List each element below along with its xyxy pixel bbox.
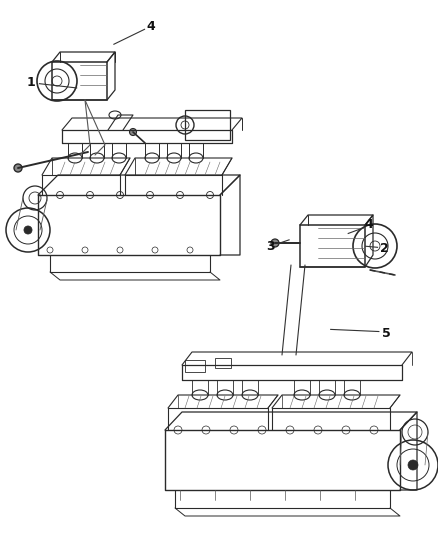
Circle shape (271, 239, 279, 247)
Bar (215, 358, 231, 368)
Bar (185, 360, 205, 372)
Circle shape (130, 128, 137, 135)
Circle shape (24, 226, 32, 234)
Text: 4: 4 (364, 219, 373, 231)
Text: 4: 4 (147, 20, 155, 33)
Bar (300, 225, 365, 267)
Bar (185, 110, 230, 140)
Circle shape (408, 460, 418, 470)
Text: 2: 2 (380, 243, 389, 255)
Text: 5: 5 (382, 327, 391, 340)
Text: 3: 3 (266, 240, 275, 253)
Bar (52, 62, 107, 100)
Text: 1: 1 (26, 76, 35, 89)
Circle shape (14, 164, 22, 172)
